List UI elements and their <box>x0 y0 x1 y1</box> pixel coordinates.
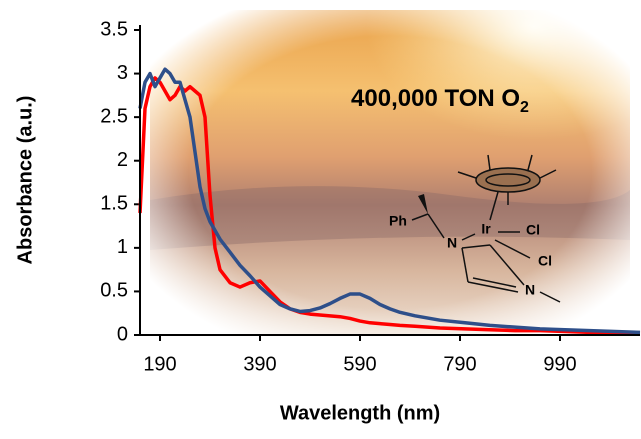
y-tick-label: 2.5 <box>100 105 128 127</box>
structure-label: N <box>525 282 535 298</box>
background-image <box>150 10 630 335</box>
annotation-subscript: 2 <box>520 99 529 116</box>
y-tick-label: 1.5 <box>100 193 128 215</box>
structure-label: Ir <box>481 221 491 237</box>
annotation: 400,000 TON O2 <box>351 85 529 116</box>
y-tick-label: 0.5 <box>100 280 128 302</box>
x-tick-label: 990 <box>543 353 576 375</box>
y-tick-label: 0 <box>117 323 128 345</box>
y-axis-label: Absorbance (a.u.) <box>14 96 36 265</box>
x-tick-label: 390 <box>243 353 276 375</box>
x-tick-label: 790 <box>443 353 476 375</box>
y-tick-label: 3 <box>117 62 128 84</box>
y-tick-label: 2 <box>117 149 128 171</box>
structure-label: Cl <box>538 253 552 269</box>
structure-label: Cl <box>526 222 540 238</box>
y-tick-label: 1 <box>117 236 128 258</box>
x-tick-label: 590 <box>343 353 376 375</box>
structure-label: N <box>447 235 457 251</box>
chart: Ph N Ir Cl Cl N Absorbance (a.u.) Wavele… <box>0 0 641 439</box>
y-tick-label: 3.5 <box>100 18 128 40</box>
structure-label: Ph <box>389 213 407 229</box>
annotation-text: 400,000 TON O <box>351 85 520 112</box>
x-tick-label: 190 <box>143 353 176 375</box>
x-axis-label: Wavelength (nm) <box>280 402 440 424</box>
